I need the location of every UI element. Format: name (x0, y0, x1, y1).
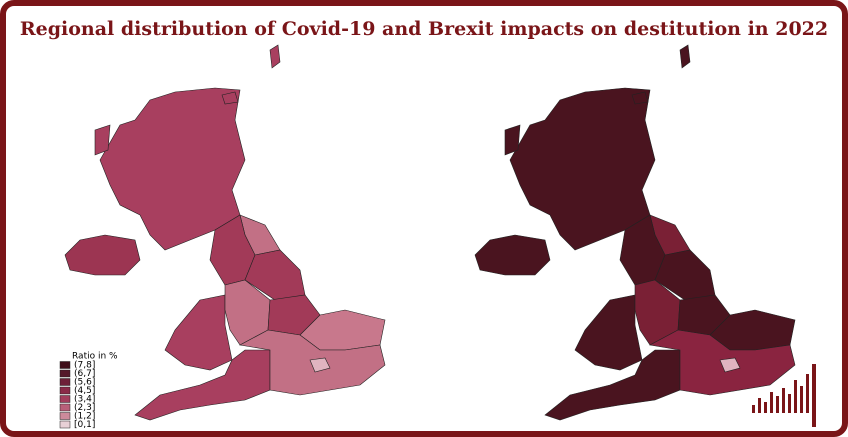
legend-swatch (59, 403, 71, 412)
legend-label: (5,6] (74, 378, 95, 388)
legend-label: (1,2] (74, 412, 95, 422)
legend-swatch (59, 361, 71, 369)
legend-title: Ratio in % (72, 352, 118, 362)
map-right (474, 44, 796, 421)
legend-swatch (59, 395, 71, 403)
map-left (64, 44, 386, 421)
legend-swatch (59, 412, 71, 420)
logo (752, 364, 816, 427)
legend-label: (7,8] (74, 361, 95, 371)
maps: Ratio in % (7,8](6,7](5,6](4,5](3,4](2,3… (59, 44, 816, 430)
legend-label: (3,4] (74, 395, 95, 405)
title: Regional distribution of Covid-19 and Br… (19, 18, 829, 40)
legend-label: (6,7] (74, 369, 95, 379)
legend-swatch (59, 369, 71, 378)
legend-label: (4,5] (74, 386, 95, 396)
legend-swatch (59, 378, 71, 386)
legend-label: [0,1] (74, 420, 95, 430)
legend: (7,8](6,7](5,6](4,5](3,4](2,3](1,2][0,1] (59, 361, 95, 430)
legend-swatch (59, 420, 71, 429)
legend-swatch (59, 386, 71, 395)
legend-label: (2,3] (74, 403, 95, 413)
